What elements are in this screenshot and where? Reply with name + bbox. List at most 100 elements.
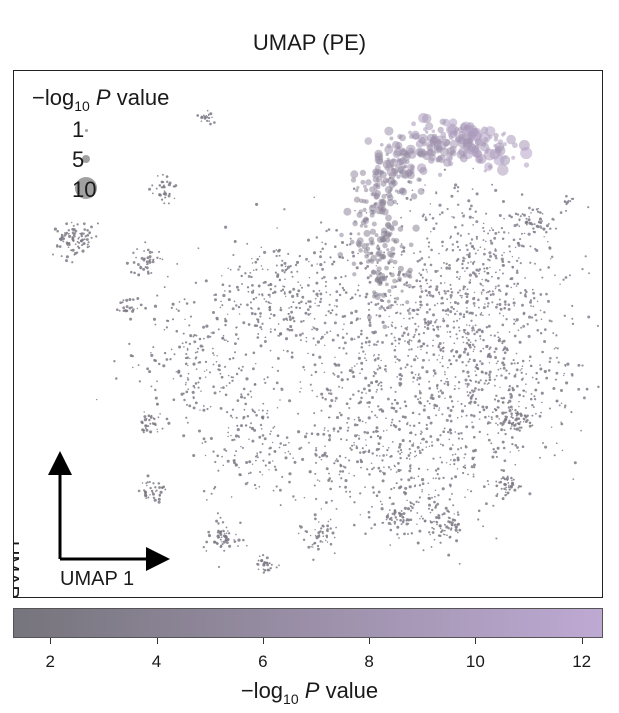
- data-point: [237, 288, 240, 292]
- data-point: [446, 406, 450, 410]
- data-point: [164, 196, 167, 199]
- data-point: [306, 308, 310, 311]
- data-point: [333, 462, 336, 464]
- data-point: [448, 520, 452, 524]
- data-point: [425, 130, 429, 134]
- data-point: [225, 532, 228, 534]
- data-point: [433, 320, 437, 324]
- data-point: [439, 434, 442, 437]
- data-point: [418, 484, 422, 487]
- data-point: [359, 372, 361, 375]
- data-point: [391, 440, 394, 443]
- data-point: [419, 284, 423, 288]
- data-point: [520, 367, 523, 370]
- data-point: [374, 152, 384, 161]
- data-point: [384, 309, 387, 312]
- data-point: [285, 436, 289, 439]
- data-point: [324, 242, 327, 246]
- data-point: [402, 303, 404, 306]
- data-point: [347, 417, 350, 420]
- data-point: [324, 333, 326, 336]
- data-point: [256, 318, 258, 320]
- data-point: [500, 226, 504, 230]
- data-point: [408, 180, 413, 185]
- data-point: [165, 175, 169, 178]
- data-point: [255, 414, 258, 417]
- data-point: [417, 151, 423, 157]
- data-point: [488, 259, 491, 262]
- data-point: [489, 352, 491, 355]
- legend-dot-small: [85, 129, 88, 132]
- data-point: [539, 364, 541, 366]
- data-point: [507, 389, 510, 392]
- data-point: [409, 431, 413, 435]
- data-point: [390, 332, 393, 335]
- data-point: [333, 362, 337, 366]
- data-point: [535, 371, 538, 375]
- data-point: [381, 320, 385, 324]
- data-point: [368, 236, 375, 243]
- data-point: [438, 407, 441, 409]
- data-point: [497, 276, 500, 280]
- data-point: [202, 325, 206, 329]
- data-point: [382, 445, 384, 448]
- data-point: [141, 421, 144, 425]
- data-point: [384, 232, 391, 239]
- data-point: [223, 339, 226, 341]
- data-point: [399, 377, 403, 381]
- data-point: [443, 168, 447, 171]
- data-point: [292, 495, 295, 498]
- data-point: [455, 240, 459, 244]
- data-point: [288, 480, 291, 484]
- data-point: [158, 193, 162, 197]
- data-point: [505, 494, 508, 496]
- data-point: [531, 424, 534, 427]
- data-point: [516, 412, 520, 416]
- data-point: [198, 376, 202, 380]
- data-point: [86, 243, 89, 246]
- data-point: [433, 304, 436, 307]
- data-point: [491, 418, 493, 421]
- data-point: [390, 285, 395, 289]
- data-point: [209, 122, 212, 126]
- data-point: [338, 426, 342, 430]
- data-point: [441, 365, 444, 368]
- data-point: [441, 240, 444, 244]
- data-point: [497, 231, 500, 234]
- data-point: [461, 294, 463, 297]
- data-point: [400, 253, 403, 256]
- data-point: [533, 395, 536, 398]
- data-point: [417, 467, 421, 471]
- data-point: [416, 308, 419, 312]
- data-point: [489, 254, 492, 258]
- data-point: [513, 424, 515, 427]
- data-point: [565, 209, 567, 212]
- data-point: [237, 268, 240, 271]
- data-point: [375, 343, 378, 346]
- data-point: [182, 332, 185, 335]
- data-point: [484, 371, 488, 375]
- data-point: [321, 396, 324, 399]
- data-point: [153, 498, 157, 502]
- data-point: [371, 486, 375, 489]
- data-point: [323, 261, 326, 264]
- data-point: [377, 302, 380, 305]
- data-point: [419, 273, 423, 277]
- data-point: [76, 223, 79, 226]
- data-point: [128, 306, 132, 310]
- data-point: [442, 319, 446, 323]
- data-point: [488, 313, 491, 316]
- data-point: [482, 306, 486, 310]
- data-point: [486, 422, 489, 425]
- data-point: [501, 272, 505, 275]
- data-point: [261, 474, 264, 476]
- data-point: [328, 472, 330, 475]
- data-point: [158, 184, 162, 187]
- data-point: [410, 340, 413, 342]
- data-point: [220, 387, 222, 389]
- data-point: [390, 246, 396, 252]
- data-point: [219, 372, 222, 375]
- data-point: [547, 240, 549, 243]
- data-point: [316, 263, 319, 265]
- data-point: [294, 263, 298, 267]
